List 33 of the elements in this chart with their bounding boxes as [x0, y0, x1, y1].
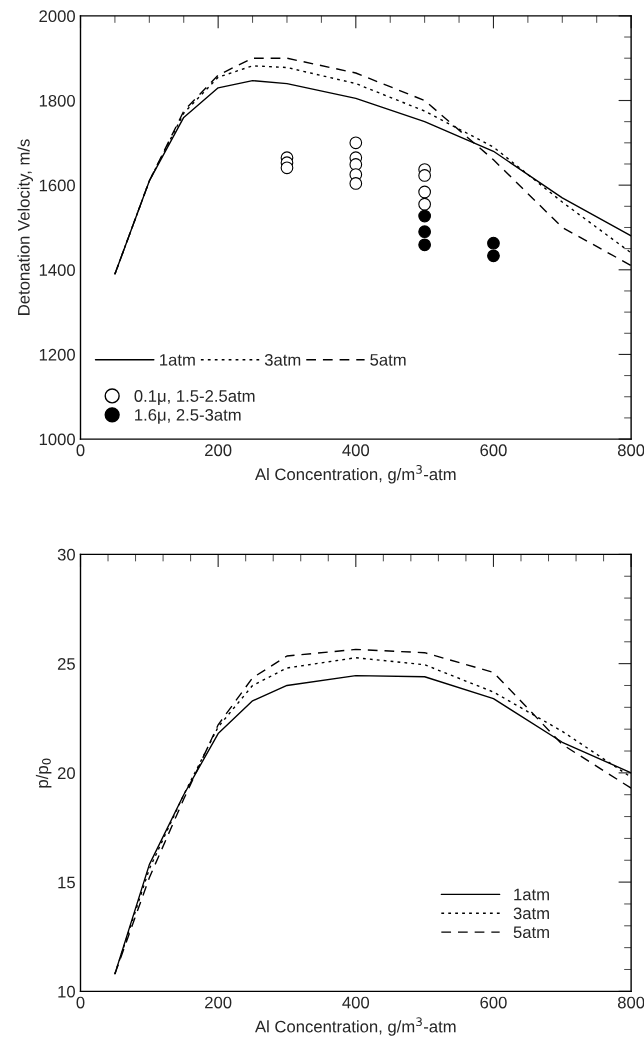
y-tick-label: 1800	[39, 94, 75, 107]
legend-label: 1atm	[160, 354, 195, 366]
x-tick-label: 400	[342, 444, 370, 457]
y-axis-title: p/p$_{0}$	[35, 758, 52, 788]
y-axis-title: Detonation Velocity, m/s	[17, 139, 34, 315]
x-axis-title: Al Concentration, g/m$^{3}$-atm	[255, 1017, 456, 1036]
legend-label: 0.1μ, 1.5-2.5atm	[134, 390, 255, 405]
x-tick-label: 400	[342, 996, 370, 1009]
legend-label: 5atm	[370, 354, 406, 366]
legend-label: 3atm	[264, 353, 301, 366]
y-tick-label: 2000	[39, 10, 75, 23]
x-tick-label: 0	[76, 996, 85, 1009]
x-tick-label: 600	[480, 996, 507, 1009]
y-tick-label: 1200	[39, 348, 75, 361]
x-tick-label: 600	[480, 444, 507, 457]
y-tick-label: 20	[57, 767, 75, 780]
legend-label: 1.6μ, 2.5-3atm	[135, 408, 241, 424]
y-tick-label: 10	[58, 985, 75, 998]
legend-label: 3atm	[513, 907, 549, 920]
y-tick-label: 1400	[39, 264, 75, 276]
legend-label: 5atm	[513, 926, 549, 939]
x-tick-label: 800	[617, 996, 644, 1009]
y-tick-label: 30	[57, 548, 75, 561]
y-tick-label: 1000	[39, 433, 75, 446]
y-tick-label: 1600	[39, 179, 75, 192]
x-tick-label: 0	[76, 444, 85, 457]
legend-label: 1atm	[514, 888, 549, 901]
x-axis-title: Al Concentration, g/m$^{3}$-atm	[255, 465, 456, 484]
y-tick-label: 15	[58, 876, 75, 889]
x-tick-label: 800	[617, 444, 644, 457]
y-tick-label: 25	[57, 658, 75, 670]
x-tick-label: 200	[205, 996, 232, 1009]
x-tick-label: 200	[205, 444, 232, 457]
